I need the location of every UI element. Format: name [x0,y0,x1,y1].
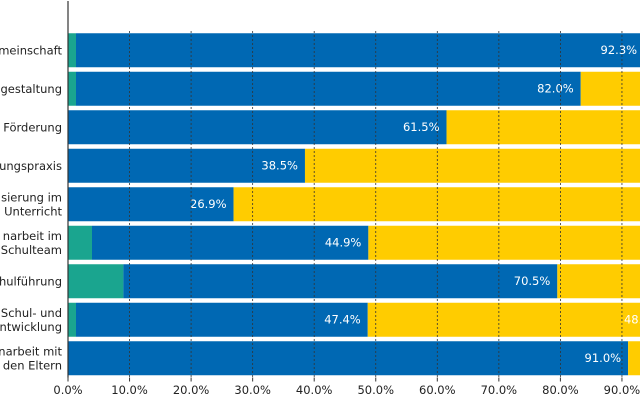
x-tick-label: 40.0% [296,383,333,397]
x-tick-label: 80.0% [542,383,579,397]
category-label: Förderung [3,120,62,134]
bar-segment [368,225,640,260]
category-line: meinschaft [0,43,62,57]
bar-segment [68,148,305,183]
category-line: ntwicklung [0,319,62,333]
bar-segment [76,33,640,68]
value-label: 82.0% [537,81,574,95]
value-label: 47.4% [324,312,361,326]
bar-segment [304,148,640,183]
bar-segment [580,71,640,106]
category-line: den Eltern [3,358,62,372]
category-label: hulführung [0,274,62,288]
bar-segment [628,341,640,376]
value-label: 48.7% [624,312,640,326]
bar-segment [68,264,124,299]
bar-segment [446,110,640,145]
category-label: sierung im Unterricht [1,190,62,218]
x-tick-label: 70.0% [481,383,518,397]
bar-segment [68,33,77,68]
value-label: 91.0% [585,351,622,365]
category-line: Förderung [3,120,62,134]
x-tick-label: 0.0% [53,383,82,397]
category-line: sierung im [1,190,62,204]
value-label: 61.5% [403,120,440,134]
value-label: 92.3% [601,43,638,57]
x-tick-label: 20.0% [173,383,210,397]
bar-segment [68,302,77,337]
bar-segment [68,225,93,260]
bar-segment [68,341,629,376]
x-tick-label: 60.0% [419,383,456,397]
x-tick-label: 90.0% [604,383,640,397]
x-tick-label: 10.0% [111,383,148,397]
bar-segment [367,302,640,337]
bar-segment [92,225,369,260]
value-label: 38.5% [261,158,298,172]
bar-segment [68,187,234,222]
category-line: Schul- und [1,305,62,319]
bar-segment [68,71,77,106]
bar-segment [76,71,581,106]
value-label: 44.9% [325,235,362,249]
value-label: 70.5% [514,274,551,288]
category-line: Unterricht [4,204,62,218]
bar-segment [68,110,447,145]
bar-segment [233,187,640,222]
category-label: gestaltung [0,81,62,95]
category-label: ungspraxis [0,158,62,172]
category-label: Schul- und ntwicklung [0,305,62,333]
x-tick-label: 50.0% [357,383,394,397]
bar-segment [123,264,558,299]
category-label: narbeit mit den Eltern [0,344,62,372]
category-line: ungspraxis [0,158,62,172]
category-label: narbeit im Schulteam [1,228,62,256]
category-line: Schulteam [1,242,62,256]
category-line: narbeit im [3,228,62,242]
category-line: hulführung [0,274,62,288]
category-line: gestaltung [0,81,62,95]
category-label: meinschaft [0,43,62,57]
x-tick-label: 30.0% [234,383,271,397]
value-label: 26.9% [190,197,227,211]
category-line: narbeit mit [0,344,62,358]
bar-segment [557,264,640,299]
bar-segment [76,302,368,337]
